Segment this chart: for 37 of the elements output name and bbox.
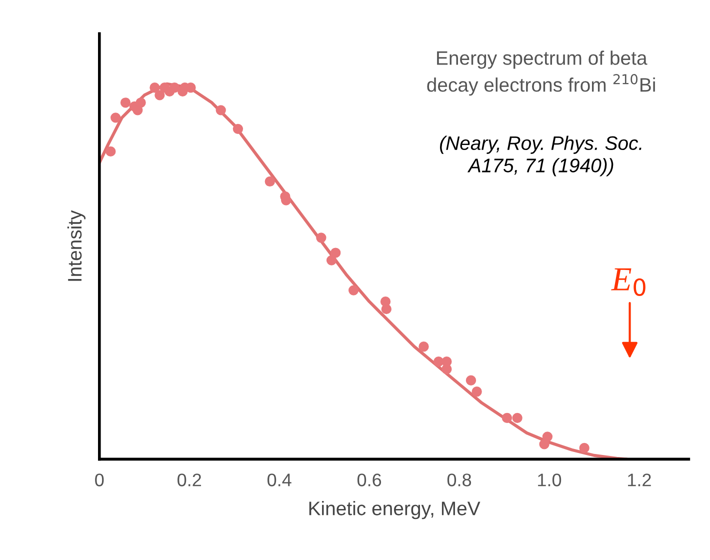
- x-tick-label: 0.4: [267, 474, 292, 486]
- point: [502, 412, 512, 424]
- annotation: Energy spectrum of beta decay electrons from $^{210}$Bi: [427, 50, 655, 96]
- point: [154, 90, 165, 100]
- x-tick-label: 0: [95, 474, 104, 486]
- point: [539, 439, 550, 450]
- point: [434, 356, 444, 367]
- point: [232, 124, 244, 134]
- point: [150, 82, 160, 93]
- point: [326, 255, 337, 266]
- x-tick-label: 1.2: [628, 474, 651, 486]
- point: [512, 412, 522, 424]
- point: [106, 146, 116, 157]
- point: [466, 375, 476, 386]
- point: [136, 98, 146, 108]
- point: [442, 364, 452, 374]
- x-tick-label: 1.0: [538, 474, 562, 486]
- point: [381, 304, 392, 314]
- y-axis-title: Intensity: [67, 210, 86, 281]
- annotation: (Neary, Roy. Phys. Soc. A175, 71 (1940)): [440, 136, 642, 176]
- point: [330, 248, 341, 258]
- point: [169, 82, 180, 93]
- point: [120, 98, 131, 108]
- point: [542, 432, 553, 442]
- x-tick-label: 0.6: [357, 474, 382, 486]
- x-tick-label: 0.8: [447, 474, 472, 486]
- x-axis-title: Kinetic energy, MeV: [309, 501, 480, 520]
- point: [316, 232, 326, 243]
- point: [348, 285, 359, 296]
- x-tick-label: 0.2: [178, 474, 202, 486]
- point: [216, 105, 226, 116]
- point: [264, 176, 275, 187]
- point: [110, 112, 121, 123]
- point: [579, 442, 590, 454]
- point: [418, 342, 429, 352]
- point: [472, 386, 482, 397]
- annotation: E$_{0}$: [611, 268, 646, 296]
